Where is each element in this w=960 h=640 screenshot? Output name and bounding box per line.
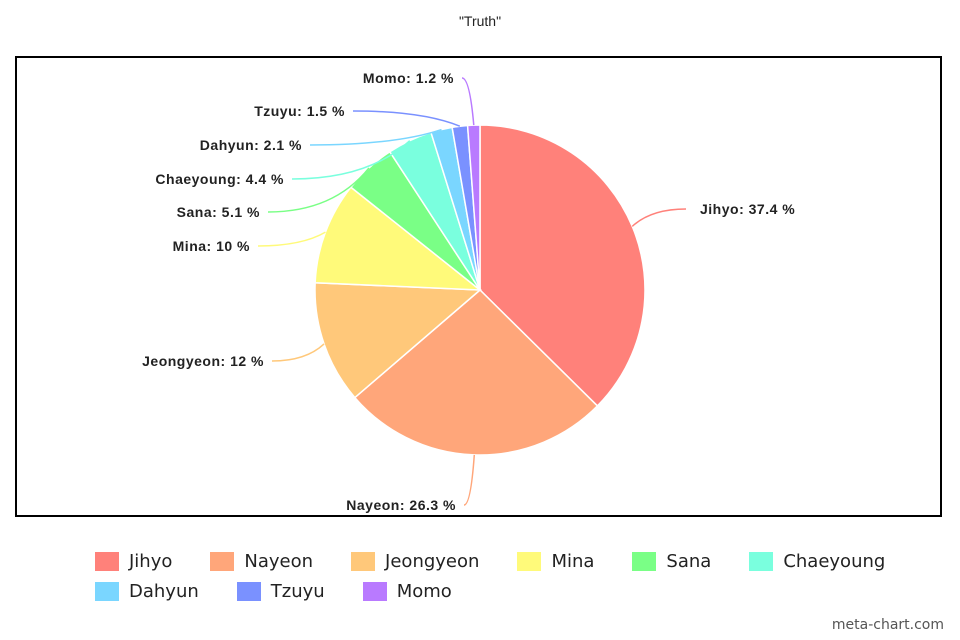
legend-item-momo: Momo	[362, 580, 452, 602]
slice-label-momo: Momo: 1.2 %	[363, 70, 454, 86]
leader-line-dahyun	[309, 128, 442, 146]
legend-item-nayeon: Nayeon	[210, 551, 313, 572]
legend-swatch	[632, 551, 657, 571]
leader-line-jihyo	[631, 208, 687, 227]
leader-line-jeongyeon	[271, 343, 325, 362]
slice-label-tzuyu: Tzuyu: 1.5 %	[254, 103, 345, 119]
legend-swatch	[517, 551, 542, 571]
leader-line-momo	[461, 77, 475, 126]
chart-title: "Truth"	[458, 13, 502, 29]
slice-label-jihyo: Jihyo: 37.4 %	[700, 201, 795, 217]
legend-item-chaeyoung: Chaeyoung	[749, 551, 885, 572]
legend-label: Momo	[396, 580, 452, 602]
legend-label: Sana	[666, 550, 712, 572]
legend-label: Chaeyoung	[783, 550, 886, 572]
slice-label-nayeon: Nayeon: 26.3 %	[346, 497, 456, 513]
slice-label-dahyun: Dahyun: 2.1 %	[200, 137, 302, 153]
legend-swatch	[95, 551, 119, 571]
watermark: meta-chart.com	[831, 617, 944, 633]
leader-line-tzuyu	[352, 110, 461, 127]
legend-item-tzuyu: Tzuyu	[236, 580, 325, 602]
legend-item-jihyo: Jihyo	[95, 551, 172, 572]
legend-swatch	[236, 581, 261, 601]
legend-item-jeongyeon: Jeongyeon	[351, 551, 479, 572]
legend-label: Jeongyeon	[385, 550, 480, 572]
legend-item-dahyun: Dahyun	[95, 581, 199, 602]
legend-swatch	[351, 551, 376, 571]
plot-area	[15, 56, 942, 517]
pie-slice-mina	[314, 186, 483, 291]
legend-label: Dahyun	[129, 580, 199, 602]
pie-chart: Jihyo: 37.4 % Nayeon: 26.3 % Jeongyeon: 12…	[142, 70, 795, 513]
legend-swatch	[95, 581, 119, 601]
pie-slice-momo	[466, 124, 481, 291]
legend-item-sana: Sana	[632, 551, 711, 572]
slice-label-mina: Mina: 10 %	[173, 238, 250, 254]
slice-label-chaeyoung: Chaeyoung: 4.4 %	[155, 171, 284, 187]
slice-label-jeongyeon: Jeongyeon: 12 %	[142, 353, 264, 369]
legend-label: Mina	[551, 550, 595, 572]
legend-swatch	[362, 581, 387, 601]
legend-item-mina: Mina	[517, 551, 594, 572]
legend-label: Jihyo	[129, 550, 173, 572]
legend-swatch	[749, 551, 774, 571]
leader-line-sana	[267, 167, 370, 213]
leader-line-nayeon	[463, 454, 476, 506]
leader-line-mina	[257, 231, 326, 247]
leader-line-chaeyoung	[291, 140, 411, 180]
legend-label: Tzuyu	[270, 580, 325, 602]
slice-label-sana: Sana: 5.1 %	[177, 204, 260, 220]
legend: Jihyo Nayeon Jeongyeon Mina Sana Chaeyoung Da…	[95, 546, 895, 606]
legend-label: Nayeon	[244, 550, 314, 572]
pie-slice-jihyo	[479, 124, 646, 407]
legend-swatch	[210, 551, 235, 571]
